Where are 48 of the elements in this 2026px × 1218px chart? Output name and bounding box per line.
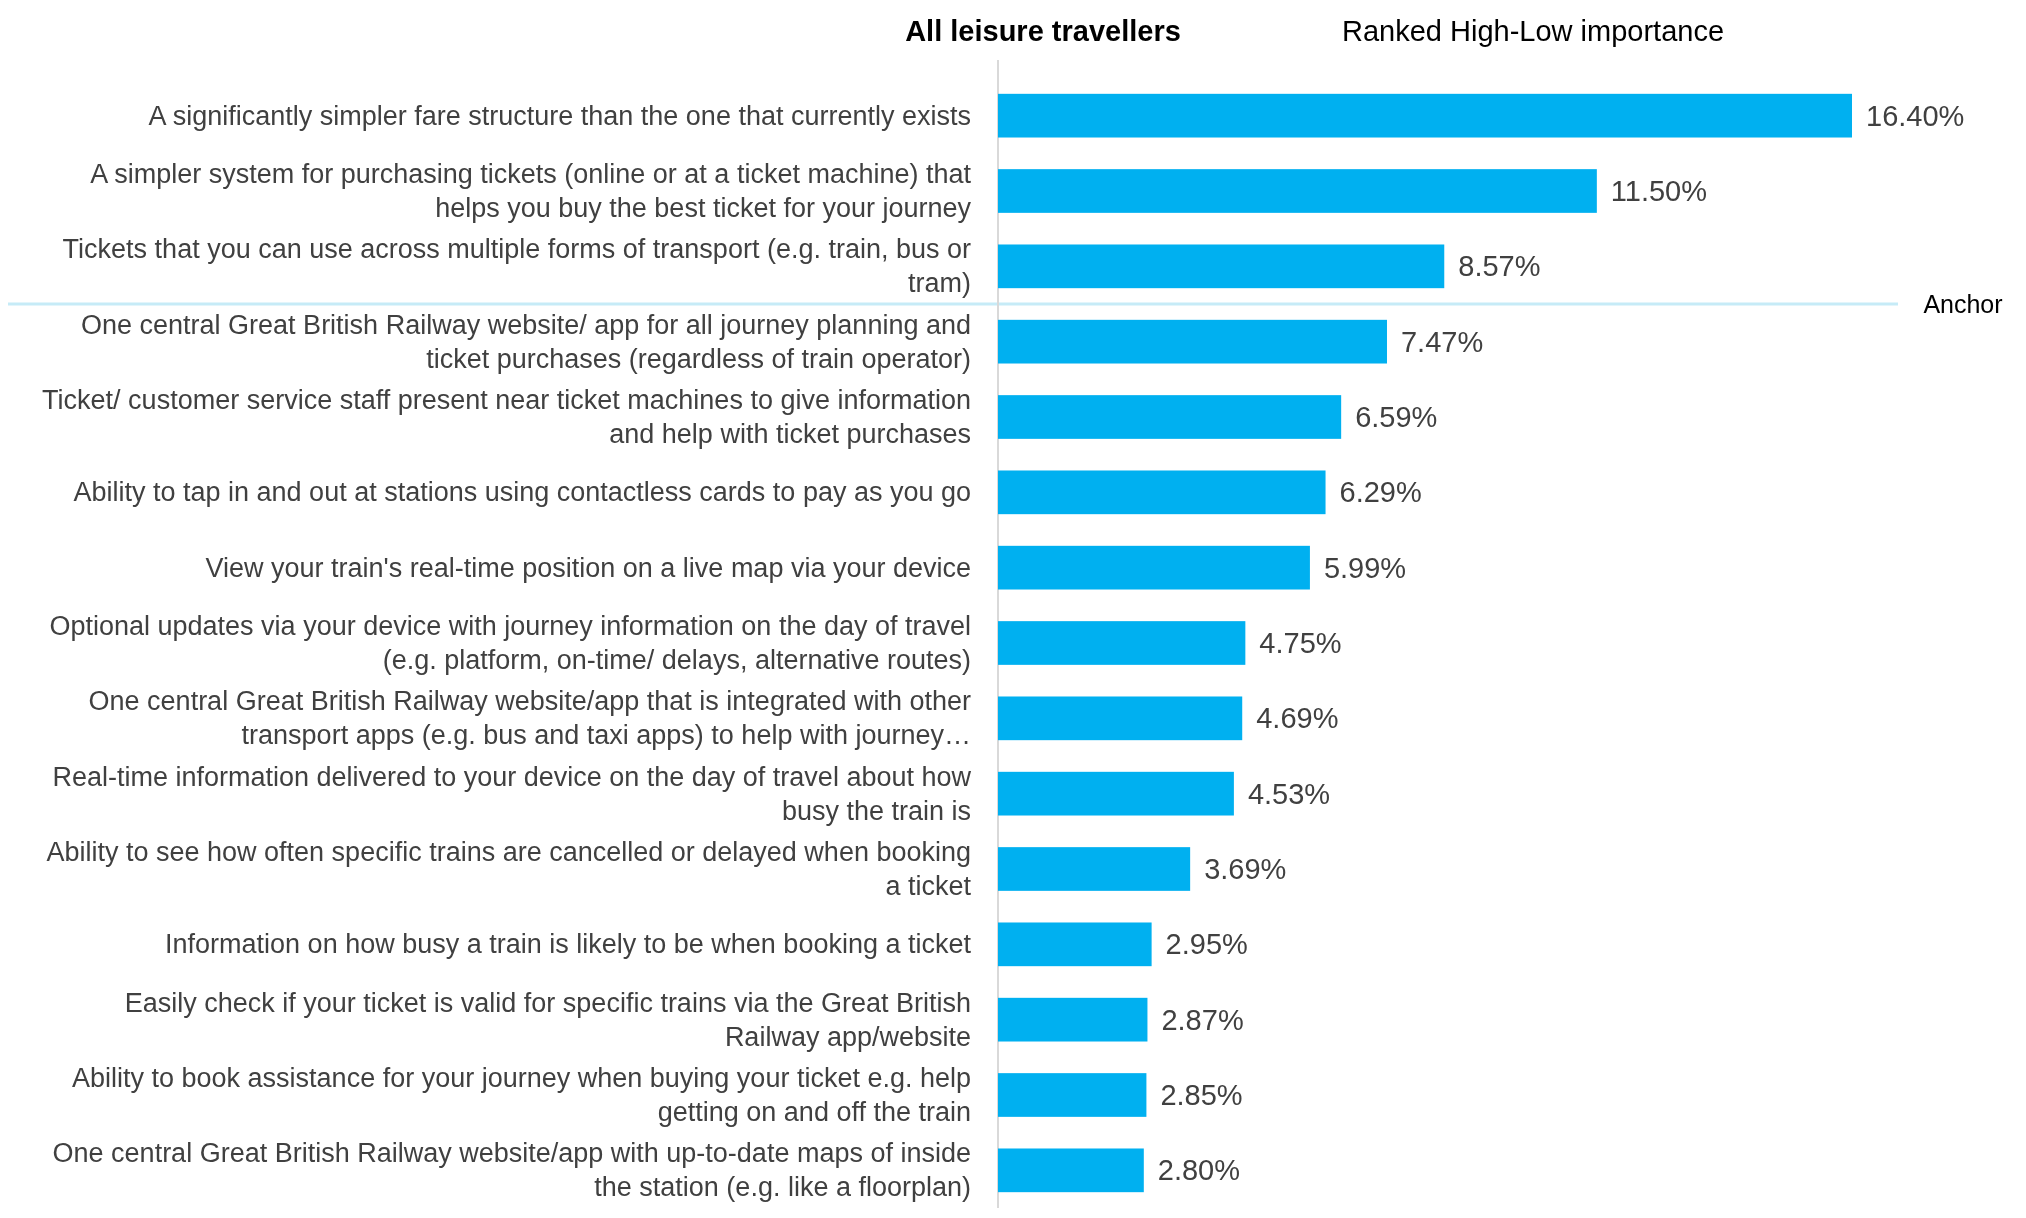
bar xyxy=(998,244,1445,289)
bar xyxy=(998,771,1234,816)
chart-subtitle: Ranked High-Low importance xyxy=(1341,15,1725,47)
bar xyxy=(998,922,1152,967)
y-tick-label: Easily check if your ticket is valid for specific trains via the Great British Railway app/website xyxy=(124,987,971,1052)
y-tick-label: A significantly simpler fare structure than the one that currently exists xyxy=(148,100,971,131)
data-label: 3.69% xyxy=(1204,853,1287,885)
y-tick-label: Optional updates via your device with journey information on the day of travel (e.g. platform, on-time/ delays, alternative routes) xyxy=(49,611,971,675)
data-label: 7.47% xyxy=(1400,325,1484,358)
bar xyxy=(998,696,1243,741)
ref-line-label: Anchor xyxy=(1923,290,2003,318)
bar xyxy=(998,169,1597,213)
y-tick-label: Information on how busy a train is likely to be when booking a ticket xyxy=(165,929,972,960)
data-label: 6.59% xyxy=(1355,401,1438,433)
chart-title: All leisure travellers xyxy=(905,15,1181,47)
bar xyxy=(998,621,1246,665)
data-label: 11.50% xyxy=(1610,175,1708,207)
y-tick-label: Ability to book assistance for your journey when buying your ticket e.g. help getting on and off the train xyxy=(72,1063,971,1127)
data-label: 5.99% xyxy=(1323,551,1407,584)
y-tick-label: Real-time information delivered to your device on the day of travel about how busy the train is xyxy=(52,761,972,826)
y-tick-label: Ability to see how often specific trains are cancelled or delayed when booking a ticket xyxy=(46,837,972,901)
bar xyxy=(998,93,1852,138)
data-label: 2.80% xyxy=(1157,1154,1241,1187)
data-label: 2.87% xyxy=(1161,1003,1244,1036)
data-label: 6.29% xyxy=(1339,476,1422,509)
bar xyxy=(998,319,1387,364)
bar xyxy=(998,847,1191,891)
bar xyxy=(998,545,1310,590)
data-label: 4.69% xyxy=(1256,702,1339,735)
data-label: 8.57% xyxy=(1458,250,1541,283)
data-label: 4.75% xyxy=(1259,627,1342,659)
y-tick-label: Ability to tap in and out at stations using contactless cards to pay as you go xyxy=(73,477,971,508)
y-tick-label: One central Great British Railway website/app that is integrated with other transport apps (e.g. bus and taxi apps) to help with journey… xyxy=(88,686,971,751)
bar xyxy=(998,1073,1147,1117)
data-label: 2.85% xyxy=(1160,1079,1243,1111)
y-tick-label: One central Great British Railway website/app with up-to-date maps of inside the station (e.g. like a floorplan) xyxy=(52,1138,971,1203)
data-label: 2.95% xyxy=(1165,928,1248,961)
bar xyxy=(998,997,1148,1042)
data-label: 16.40% xyxy=(1866,99,1965,132)
y-tick-label: Tickets that you can use across multiple forms of transport (e.g. train, bus or tram) xyxy=(62,234,971,299)
y-tick-label: A simpler system for purchasing tickets (online or at a ticket machine) that helps you buy the best ticket for your journey xyxy=(90,159,972,223)
y-tick-label: View your train's real-time position on a live map via your device xyxy=(205,552,971,583)
data-label: 4.53% xyxy=(1247,777,1331,810)
y-tick-label: One central Great British Railway website/ app for all journey planning and ticket purchases (regardless of train operator) xyxy=(81,309,971,374)
bar xyxy=(998,395,1342,439)
bar xyxy=(998,470,1326,515)
bar xyxy=(998,1148,1144,1193)
y-tick-label: Ticket/ customer service staff present near ticket machines to give information and help with ticket purchases xyxy=(42,385,971,449)
